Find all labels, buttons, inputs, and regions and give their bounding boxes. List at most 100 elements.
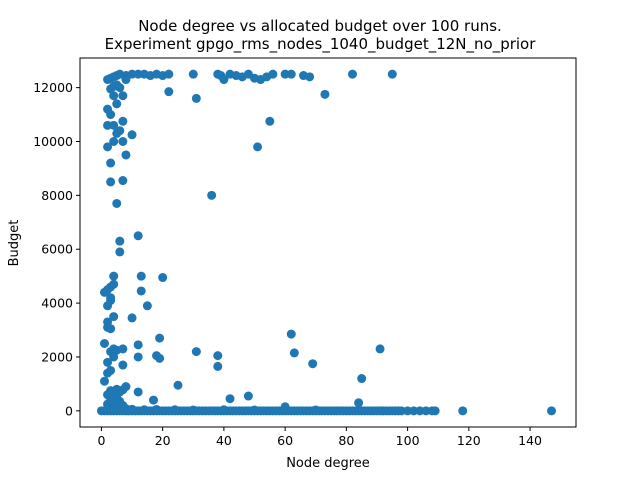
data-point: [133, 340, 143, 350]
data-point: [188, 405, 198, 415]
data-point: [305, 72, 315, 82]
data-point: [136, 286, 146, 296]
data-points: [96, 69, 557, 416]
data-point: [127, 130, 137, 140]
data-point: [158, 273, 168, 283]
data-point: [375, 344, 385, 354]
data-point: [430, 406, 440, 416]
data-point: [191, 347, 201, 357]
data-point: [118, 344, 128, 354]
y-axis-label: Budget: [7, 220, 22, 267]
data-point: [188, 69, 198, 79]
data-point: [286, 69, 296, 79]
data-point: [387, 69, 397, 79]
data-point: [357, 374, 367, 384]
data-point: [106, 84, 116, 94]
data-point: [118, 137, 128, 146]
data-point: [121, 150, 131, 160]
data-point: [118, 176, 128, 186]
data-point: [106, 324, 116, 334]
data-point: [213, 361, 223, 371]
data-point: [121, 382, 131, 392]
data-point: [155, 353, 165, 363]
data-point: [106, 177, 116, 187]
data-point: [268, 69, 278, 79]
data-point: [280, 402, 290, 412]
data-point: [118, 116, 128, 126]
data-point: [109, 91, 119, 101]
data-point: [191, 93, 201, 103]
data-point: [308, 359, 318, 369]
data-point: [311, 405, 321, 415]
data-point: [109, 352, 119, 362]
data-point: [121, 75, 131, 85]
data-point: [286, 329, 296, 339]
data-point: [133, 387, 143, 397]
data-point: [265, 116, 275, 126]
data-point: [115, 126, 125, 136]
y-tick-label: 0: [65, 403, 73, 418]
data-point: [106, 158, 116, 168]
data-point: [148, 395, 158, 405]
data-point: [133, 352, 143, 362]
data-point: [103, 357, 113, 367]
data-point: [118, 91, 128, 101]
data-point: [109, 120, 119, 130]
data-point: [112, 99, 122, 109]
data-point: [127, 313, 137, 323]
data-point: [127, 404, 137, 414]
data-point: [103, 142, 113, 152]
data-point: [109, 271, 119, 281]
x-tick-label: 60: [277, 433, 293, 448]
data-point: [213, 351, 223, 361]
data-point: [164, 87, 174, 97]
data-point: [139, 405, 149, 415]
data-point: [207, 190, 217, 200]
data-point: [106, 365, 116, 375]
data-point: [320, 89, 330, 99]
data-point: [219, 75, 229, 85]
data-point: [133, 231, 143, 241]
data-point: [99, 339, 109, 348]
data-point: [136, 271, 146, 281]
y-tick-label: 4000: [41, 296, 73, 311]
x-tick-label: 0: [97, 433, 105, 448]
y-tick-label: 2000: [41, 349, 73, 364]
data-point: [347, 69, 357, 79]
data-point: [173, 380, 183, 390]
data-point: [109, 312, 119, 322]
data-point: [547, 406, 557, 416]
data-point: [99, 376, 109, 386]
plot-area-frame: [79, 57, 577, 428]
x-tick-label: 80: [338, 433, 354, 448]
data-point: [243, 391, 253, 401]
y-tick-label: 6000: [41, 242, 73, 257]
x-tick-label: 120: [457, 433, 481, 448]
data-point: [170, 405, 180, 415]
data-point: [152, 404, 162, 414]
data-point: [106, 293, 116, 303]
data-point: [250, 405, 260, 415]
data-point: [115, 236, 125, 246]
data-point: [109, 279, 119, 289]
data-point: [164, 69, 174, 79]
data-point: [103, 104, 113, 114]
x-tick-label: 40: [216, 433, 232, 448]
x-tick-label: 100: [396, 433, 420, 448]
data-point: [354, 398, 364, 408]
data-point: [225, 394, 235, 404]
x-tick-label: 140: [518, 433, 542, 448]
chart-subtitle: Experiment gpgo_rms_nodes_1040_budget_12…: [105, 35, 537, 54]
chart-title: Node degree vs allocated budget over 100…: [138, 17, 502, 35]
y-tick-label: 8000: [41, 188, 73, 203]
axis-ticks: 0 20 40 60 80 100 120 140 0 2000 4000 6000 8000 10000…: [33, 80, 542, 448]
data-point: [155, 333, 165, 343]
data-point: [115, 83, 125, 93]
y-tick-label: 12000: [33, 80, 73, 95]
data-point: [118, 360, 128, 370]
data-point: [112, 198, 122, 208]
x-tick-label: 20: [155, 433, 171, 448]
data-point: [219, 405, 229, 415]
data-point: [115, 247, 125, 257]
